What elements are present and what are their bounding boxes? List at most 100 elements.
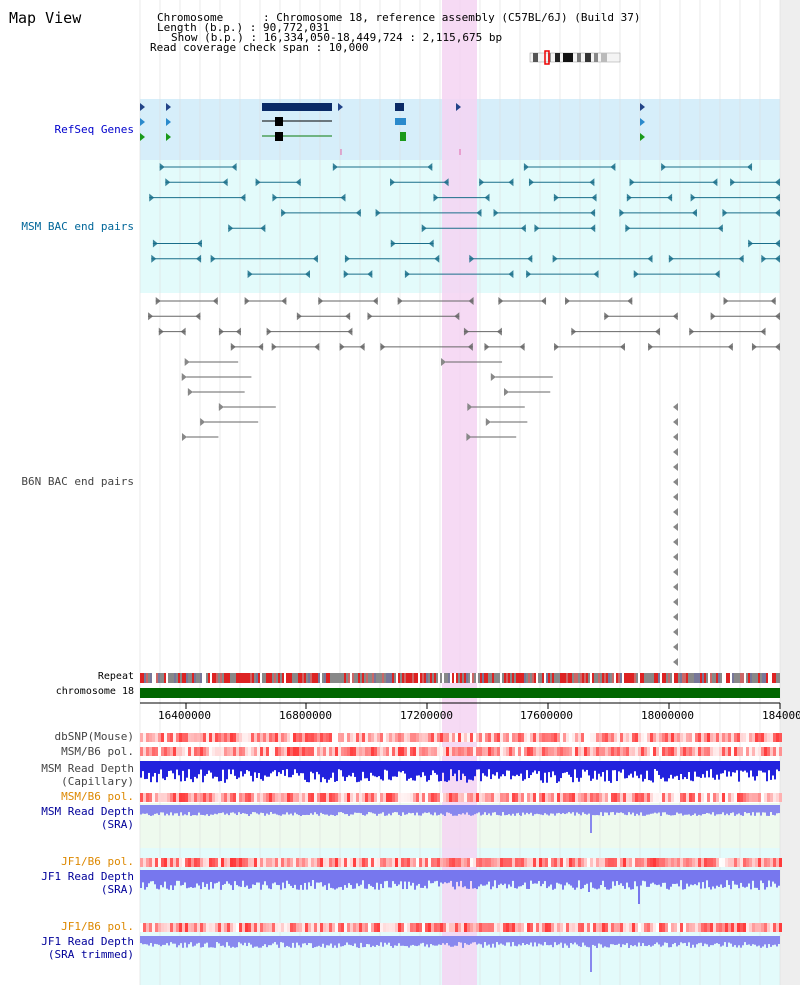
- dbsnp-strip: [347, 733, 350, 742]
- msm-pol-strip: [701, 747, 704, 756]
- jf1-depth-trim-bar: [224, 936, 226, 948]
- jf1-pol-strip: [482, 858, 485, 867]
- msm-pol-2-strip: [731, 793, 734, 802]
- msm-bac-pair-end: [761, 254, 767, 263]
- msm-pol-strip: [536, 747, 539, 756]
- jf1-pol-strip: [341, 858, 344, 867]
- msm-depth-cap-bar: [320, 761, 322, 783]
- jf1-pol-strip: [761, 858, 764, 867]
- jf1-depth-trim-bar: [430, 936, 432, 945]
- jf1-depth-trim-bar: [656, 936, 658, 943]
- jf1-depth-sra-bar: [534, 870, 536, 884]
- msm-pol-2-strip: [725, 793, 728, 802]
- jf1-pol-strip: [308, 858, 311, 867]
- jf1-depth-sra-bar: [648, 870, 650, 887]
- msm-pol-2-strip: [284, 793, 287, 802]
- jf1-pol-strip: [194, 858, 197, 867]
- repeat-segment: [636, 673, 638, 683]
- jf1-depth-trim-bar: [372, 936, 374, 946]
- msm-depth-cap-bar: [346, 761, 348, 778]
- jf1-depth-trim-bar: [200, 936, 202, 948]
- msm-pol-strip: [773, 747, 776, 756]
- b6n-bac-pair-end: [266, 327, 272, 336]
- jf1-depth-sra-bar: [460, 870, 462, 881]
- jf1-depth-trim-bar: [144, 936, 146, 945]
- msm-depth-cap-bar: [254, 761, 256, 773]
- jf1-pol-strip: [635, 858, 638, 867]
- repeat-segment: [448, 673, 450, 683]
- jf1-pol-strip: [209, 858, 212, 867]
- msm-bac-pair-end: [222, 178, 228, 187]
- msm-pol-strip: [221, 747, 224, 756]
- msm-depth-sra-bar: [428, 805, 430, 813]
- repeat-segment: [554, 673, 556, 683]
- jf1-pol-2-strip: [545, 923, 548, 932]
- msm-pol-2-strip: [446, 793, 449, 802]
- msm-depth-cap-bar: [364, 761, 366, 779]
- jf1-depth-sra-bar-spike: [638, 870, 640, 904]
- dbsnp-strip: [500, 733, 503, 742]
- jf1-pol-strip: [353, 858, 356, 867]
- msm-pol-2-strip: [476, 793, 479, 802]
- b6n-bac-pair-end: [372, 297, 378, 305]
- msm-depth-sra-bar: [502, 805, 504, 813]
- msm-pol-strip: [224, 747, 227, 756]
- jf1-pol-2-strip: [290, 923, 293, 932]
- jf1-depth-trim-bar: [560, 936, 562, 943]
- jf1-pol-strip: [389, 858, 392, 867]
- dbsnp-strip: [491, 733, 494, 742]
- b6n-bac-pair-end: [466, 433, 472, 441]
- msm-depth-cap-bar: [184, 761, 186, 782]
- jf1-depth-trim-bar: [718, 936, 720, 945]
- repeat-segment: [308, 673, 310, 683]
- msm-depth-cap-bar: [228, 761, 230, 770]
- msm-pol-2-strip: [272, 793, 275, 802]
- msm-depth-sra-bar: [552, 805, 554, 814]
- msm-pol-2-strip: [482, 793, 485, 802]
- jf1-pol-strip: [206, 858, 209, 867]
- repeat-segment: [294, 673, 296, 683]
- repeat-segment: [406, 673, 408, 683]
- msm-depth-cap-bar: [316, 761, 318, 772]
- msm-bac-pair-end: [775, 193, 780, 202]
- msm-depth-cap-bar: [192, 761, 194, 783]
- jf1-pol-2-strip: [602, 923, 605, 932]
- dbsnp-strip: [680, 733, 683, 742]
- dbsnp-strip: [566, 733, 569, 742]
- jf1-depth-sra-bar: [240, 870, 242, 887]
- repeat-segment: [340, 673, 342, 683]
- b6n-bac-pair-end: [397, 297, 403, 305]
- msm-depth-cap-bar: [598, 761, 600, 774]
- jf1-depth-trim-bar: [268, 936, 270, 946]
- repeat-segment: [356, 673, 358, 683]
- msm-depth-sra-bar: [670, 805, 672, 816]
- msm-depth-cap-bar: [186, 761, 188, 778]
- jf1-pol-2-strip: [143, 923, 146, 932]
- jf1-pol-2-strip: [326, 923, 329, 932]
- msm-pol-2-strip: [365, 793, 368, 802]
- jf1-depth-sra-bar: [590, 870, 592, 883]
- jf1-pol-strip: [296, 858, 299, 867]
- jf1-pol-strip: [401, 858, 404, 867]
- b6n-bac-pair-end: [218, 327, 224, 336]
- msm-depth-cap-bar: [732, 761, 734, 773]
- msm-depth-cap-bar: [166, 761, 168, 777]
- dbsnp-strip: [158, 733, 161, 742]
- msm-depth-sra-bar: [354, 805, 356, 813]
- repeat-segment: [620, 673, 622, 683]
- repeat-segment: [484, 673, 486, 683]
- repeat-segment: [346, 673, 348, 683]
- msm-pol-strip: [608, 747, 611, 756]
- repeat-segment: [640, 673, 642, 683]
- jf1-depth-sra-bar: [672, 870, 674, 884]
- dbsnp-strip: [743, 733, 746, 742]
- jf1-pol-2-strip: [593, 923, 596, 932]
- repeat-segment: [586, 673, 588, 683]
- msm-depth-sra-bar: [676, 805, 678, 813]
- jf1-pol-strip: [272, 858, 275, 867]
- dbsnp-strip: [710, 733, 713, 742]
- jf1-depth-sra-bar: [674, 870, 676, 884]
- msm-depth-cap-bar: [576, 761, 578, 778]
- repeat-segment: [380, 673, 382, 683]
- jf1-depth-trim-bar: [454, 936, 456, 946]
